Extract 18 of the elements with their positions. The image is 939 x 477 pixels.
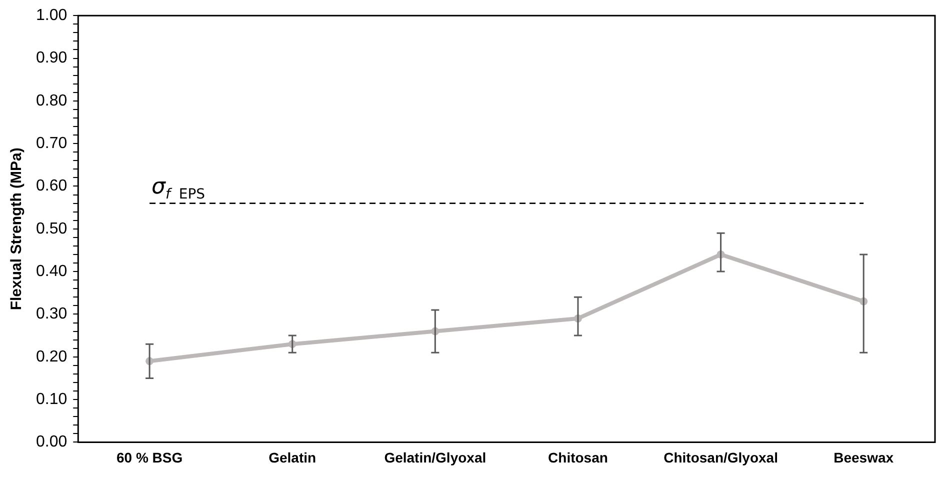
- x-tick-label: Chitosan/Glyoxal: [664, 449, 778, 466]
- y-tick-label: 1.00: [36, 7, 68, 24]
- y-tick-label: 0.50: [36, 220, 68, 238]
- y-tick-label: 0.20: [36, 348, 68, 366]
- y-axis-title: Flexual Strength (MPa): [8, 148, 26, 310]
- x-tick-label: Chitosan: [548, 449, 608, 466]
- x-tick-label: 60 % BSG: [116, 449, 183, 466]
- x-tick-label: Gelatin/Glyoxal: [384, 449, 486, 466]
- x-tick-label: Beeswax: [834, 449, 894, 466]
- y-tick-label: 0.30: [36, 306, 68, 323]
- x-tick-label: Gelatin: [268, 449, 316, 466]
- y-tick-label: 0.80: [36, 92, 68, 110]
- y-tick-label: 0.70: [36, 134, 68, 152]
- y-tick-label: 0.00: [36, 434, 68, 451]
- y-tick-label: 0.10: [36, 390, 68, 408]
- y-tick-label: 0.90: [36, 50, 68, 67]
- y-tick-label: 0.60: [36, 178, 68, 195]
- y-tick-label: 0.40: [36, 262, 68, 280]
